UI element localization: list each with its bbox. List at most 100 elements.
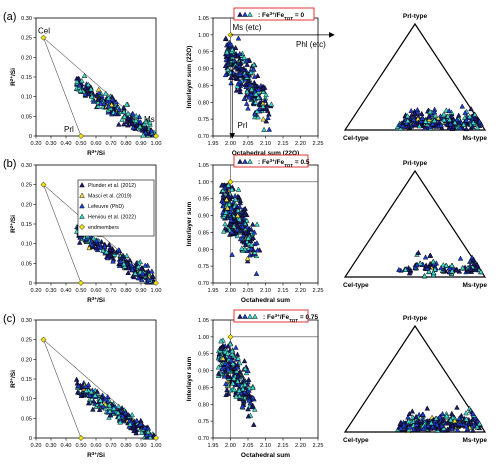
y-tick-label: 0.05 — [21, 416, 32, 422]
data-point — [93, 92, 100, 98]
data-point — [233, 87, 240, 93]
data-point — [79, 182, 85, 188]
data-point — [249, 221, 256, 227]
y-tick-label: 0.80 — [198, 247, 209, 253]
y-tick-label: 0.75 — [198, 419, 209, 425]
data-point — [262, 97, 268, 103]
ratio-sup: 3+ — [270, 158, 276, 163]
y-tick-label: 0.20 — [21, 202, 32, 208]
data-point — [222, 71, 229, 78]
y-tick-label: 0.20 — [21, 357, 32, 363]
legend-label: Lefeuvre (PhD) — [88, 204, 124, 210]
data-point — [234, 212, 241, 218]
y-tick-label: 0.05 — [21, 114, 32, 120]
x-tick-label: 2.10 — [260, 288, 271, 294]
data-point — [260, 116, 267, 122]
text-part: /Si — [97, 452, 105, 459]
data-point — [252, 82, 258, 89]
data-point — [247, 313, 253, 319]
ratio-mid: /Fe — [280, 314, 290, 321]
y-tick-label: 0.85 — [198, 385, 209, 391]
data-point — [452, 119, 458, 125]
text-part: 2+ — [9, 378, 14, 384]
data-point — [263, 118, 270, 124]
ratio-text: : Fe3+/FeTOT = 0.5 — [258, 158, 310, 168]
data-point — [88, 86, 94, 92]
data-point — [439, 124, 445, 131]
y-tick-label: 0 — [29, 281, 32, 287]
data-point — [247, 82, 254, 88]
y-tick-label: 0.25 — [21, 36, 32, 42]
data-point — [443, 413, 450, 419]
data-point — [396, 266, 402, 272]
ternary-frame — [343, 169, 487, 278]
data-point — [419, 115, 426, 121]
data-point — [233, 344, 239, 350]
y-axis-label: Interlayer sum — [186, 202, 193, 247]
data-point — [85, 400, 92, 406]
x-tick-label: 2.15 — [278, 443, 289, 449]
data-point — [147, 431, 153, 437]
data-point — [251, 66, 257, 72]
ratio-mid: /Fe — [275, 12, 285, 19]
x-axis-label: Octahedral sum — [241, 452, 290, 459]
x-tick-label: 2.15 — [278, 288, 289, 294]
data-point — [97, 397, 104, 403]
data-point — [241, 54, 247, 60]
data-point — [447, 417, 454, 423]
data-point — [229, 351, 236, 357]
data-point — [123, 101, 130, 107]
data-point — [454, 404, 460, 410]
data-point — [245, 406, 251, 412]
data-point — [227, 221, 233, 227]
data-point — [101, 243, 108, 249]
data-point — [232, 64, 239, 70]
data-point — [254, 221, 260, 227]
y-tick-label: 0.90 — [198, 67, 209, 73]
x-tick-label: 0.90 — [136, 443, 147, 449]
data-point — [237, 11, 243, 17]
data-point — [470, 427, 476, 433]
data-point — [236, 61, 243, 67]
data-point — [430, 269, 437, 276]
ratio-sub: TOT — [289, 318, 298, 323]
data-point — [234, 361, 241, 367]
data-point — [125, 269, 131, 275]
y-tick-label: 0.10 — [21, 242, 32, 248]
y-tick-label: 0.90 — [198, 214, 209, 220]
data-point — [239, 218, 245, 224]
y-axis-label: R2+/Si — [9, 68, 18, 86]
data-point — [249, 404, 256, 410]
y-tick-label: 0.80 — [198, 402, 209, 408]
data-point — [233, 393, 239, 399]
data-point — [261, 126, 267, 132]
data-point — [412, 121, 419, 127]
data-point — [229, 46, 236, 53]
data-point — [129, 120, 135, 126]
data-point — [215, 370, 222, 376]
y-axis-label: R2+/Si — [9, 215, 18, 233]
data-point — [399, 123, 406, 129]
data-point — [120, 104, 127, 110]
data-point — [83, 387, 90, 393]
data-point — [413, 418, 420, 425]
data-point — [263, 91, 269, 98]
data-point — [396, 121, 403, 128]
data-point — [226, 193, 232, 199]
x-tick-label: 2.05 — [243, 141, 254, 147]
data-point — [105, 95, 112, 101]
vertex-ms-type: Ms-type — [462, 437, 487, 444]
data-point — [463, 125, 470, 132]
data-point — [115, 403, 122, 409]
y-tick-label: 0.10 — [21, 397, 32, 403]
data-point — [449, 262, 455, 268]
data-point — [449, 410, 455, 416]
data-point — [117, 419, 123, 425]
data-point — [449, 422, 456, 428]
data-point — [125, 412, 132, 418]
data-point — [241, 95, 248, 101]
x-tick-label: 0.30 — [46, 141, 57, 147]
data-point — [463, 423, 469, 429]
data-point — [117, 258, 124, 264]
